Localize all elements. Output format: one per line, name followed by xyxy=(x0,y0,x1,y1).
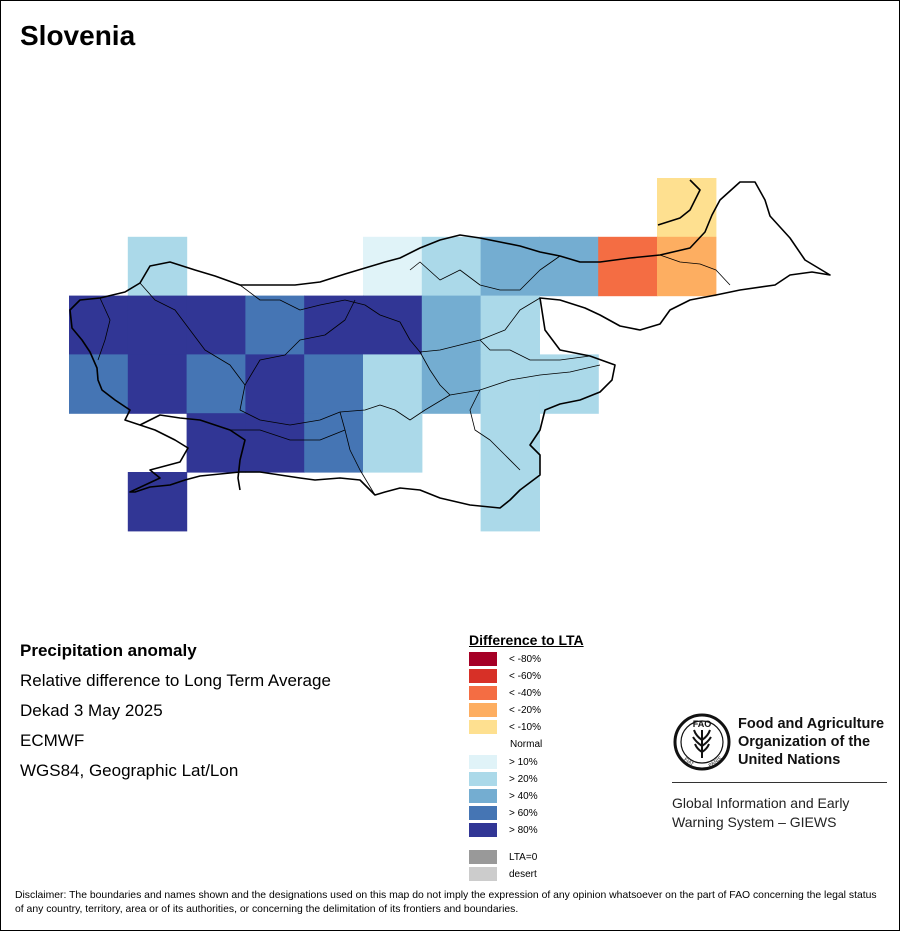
legend-item-special: desert xyxy=(469,867,537,881)
grid-cell xyxy=(127,295,188,355)
legend-item-wet: > 40% xyxy=(469,789,538,803)
fao-divider xyxy=(672,782,887,783)
legend-label: > 40% xyxy=(509,790,538,802)
legend-swatch xyxy=(469,789,497,803)
region-boundaries xyxy=(97,254,731,496)
grid-cell xyxy=(304,413,364,473)
legend-item-dry: < -40% xyxy=(469,686,541,700)
grid-cell xyxy=(421,236,482,297)
fao-name: Food and Agriculture Organization of the… xyxy=(738,716,885,768)
legend-label: > 20% xyxy=(509,773,538,785)
fao-logo-icon: FAO FIAT PANIS xyxy=(673,713,731,771)
legend-item-wet: > 10% xyxy=(469,755,538,769)
legend-label: < -10% xyxy=(509,721,541,733)
grid-cell xyxy=(480,413,540,473)
grid-cell xyxy=(657,178,717,238)
info-line-2: Dekad 3 May 2025 xyxy=(20,701,163,720)
fao-logo-letters: FAO xyxy=(693,719,712,729)
grid-cell xyxy=(539,236,599,297)
legend-label: < -40% xyxy=(509,687,541,699)
grid-cell xyxy=(480,354,540,414)
grid-cell xyxy=(480,236,540,297)
grid-cell xyxy=(363,236,423,297)
legend-title: Difference to LTA xyxy=(469,632,584,648)
legend-label: desert xyxy=(509,868,537,880)
info-line-3: ECMWF xyxy=(20,731,85,750)
legend-swatch xyxy=(469,806,497,820)
map-info: Precipitation anomaly Relative differenc… xyxy=(20,636,331,786)
grid-cell xyxy=(245,413,305,473)
grid-cell xyxy=(598,236,658,297)
grid-cell xyxy=(186,295,246,355)
grid-cell xyxy=(304,295,364,355)
grid-cell xyxy=(421,354,482,414)
legend-label: > 10% xyxy=(509,756,538,768)
legend-label: > 60% xyxy=(509,807,538,819)
legend-swatch xyxy=(469,867,497,881)
info-line-1: Relative difference to Long Term Average xyxy=(20,671,331,690)
map-canvas xyxy=(69,178,831,532)
fao-logo-motto-left: FIAT xyxy=(683,757,695,768)
legend-label: LTA=0 xyxy=(509,851,538,863)
legend-swatch xyxy=(469,703,497,717)
grid-cell xyxy=(69,295,129,355)
info-line-4: WGS84, Geographic Lat/Lon xyxy=(20,761,239,780)
legend-swatch xyxy=(469,669,497,683)
anomaly-grid xyxy=(69,178,717,532)
grid-cell xyxy=(186,354,246,414)
legend-label: > 80% xyxy=(509,824,538,836)
grid-cell xyxy=(127,354,188,414)
legend-swatch xyxy=(469,720,497,734)
grid-cell xyxy=(304,354,364,414)
legend-item-dry: < -80% xyxy=(469,652,541,666)
map-title: Slovenia xyxy=(20,20,136,51)
disclaimer: Disclaimer: The boundaries and names sho… xyxy=(15,890,877,915)
legend-normal-label: Normal xyxy=(510,739,543,750)
grid-cell xyxy=(363,295,423,355)
legend-swatch xyxy=(469,823,497,837)
legend-label: < -20% xyxy=(509,704,541,716)
legend-swatch xyxy=(469,755,497,769)
grid-cell xyxy=(363,413,423,473)
legend-item-dry: < -20% xyxy=(469,703,541,717)
grid-cell xyxy=(421,295,482,355)
legend-item-wet: > 60% xyxy=(469,806,538,820)
legend: Difference to LTA < -80% < -60% < -40% < -2… xyxy=(469,632,584,881)
legend-item-wet: > 80% xyxy=(469,823,538,837)
legend-item-dry: < -10% xyxy=(469,720,541,734)
grid-cell xyxy=(127,472,188,532)
legend-swatch xyxy=(469,686,497,700)
legend-label: < -60% xyxy=(509,670,541,682)
giews-label: Global Information and Early Warning Sys… xyxy=(672,795,850,830)
legend-swatch xyxy=(469,850,497,864)
legend-swatch xyxy=(469,772,497,786)
legend-item-wet: > 20% xyxy=(469,772,538,786)
grid-cell xyxy=(127,236,188,297)
grid-cell xyxy=(363,354,423,414)
grid-cell xyxy=(539,354,599,414)
grid-cell xyxy=(245,295,305,355)
grid-cell xyxy=(186,413,246,473)
info-heading: Precipitation anomaly xyxy=(20,641,197,660)
legend-swatch xyxy=(469,652,497,666)
legend-item-dry: < -60% xyxy=(469,669,541,683)
grid-cell xyxy=(69,354,129,414)
legend-label: < -80% xyxy=(509,653,541,665)
grid-cell xyxy=(245,354,305,414)
legend-item-special: LTA=0 xyxy=(469,850,537,864)
grid-cell xyxy=(480,295,540,355)
